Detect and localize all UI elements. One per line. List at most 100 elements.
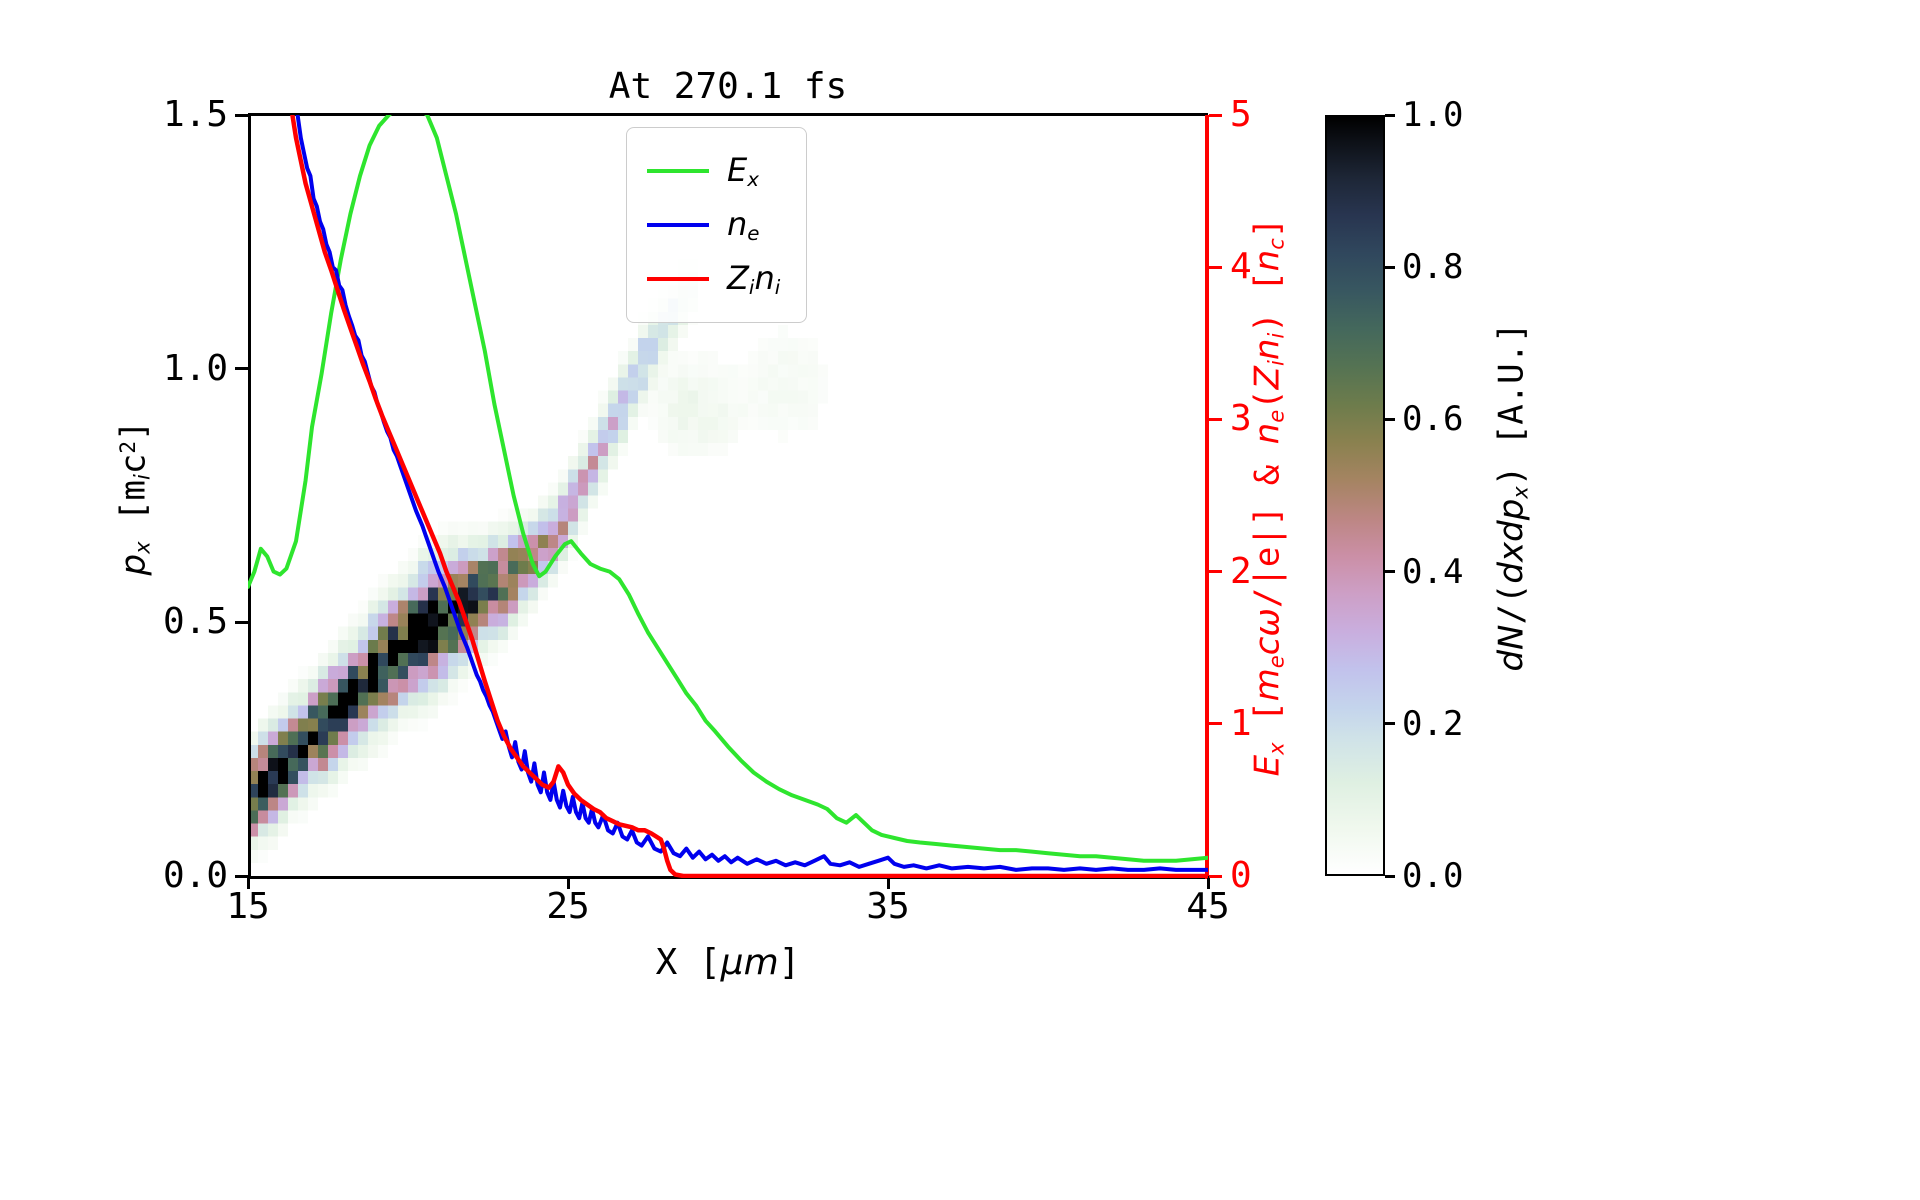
label-segment: n <box>1247 249 1288 272</box>
colorbar-tick-label: 0.2 <box>1402 703 1464 744</box>
label-segment: ] <box>778 942 801 983</box>
label-segment: m <box>113 480 154 501</box>
label-segment: n <box>727 205 748 244</box>
label-segment: dxdp <box>1491 498 1532 584</box>
label-segment: ) [ <box>1247 271 1288 333</box>
legend-label: Ex <box>727 151 759 191</box>
x-tick-label: 25 <box>546 886 590 927</box>
label-segment: i <box>1263 360 1289 367</box>
label-segment: E <box>1247 754 1288 777</box>
axis-spine-right <box>1205 115 1209 879</box>
label-segment: n <box>754 259 775 298</box>
label-segment: ω <box>1247 608 1288 637</box>
label-segment: ) [A.U.] <box>1491 322 1532 487</box>
label-segment: N <box>1491 624 1532 650</box>
legend-item-zini: Zini <box>647 252 780 306</box>
colorbar-tick-mark <box>1385 265 1395 269</box>
plot-title: At 270.1 fs <box>608 66 848 107</box>
y-right-tick-mark <box>1209 722 1222 726</box>
x-tick-label: 45 <box>1186 886 1230 927</box>
y-right-tick-mark <box>1209 265 1222 269</box>
legend-line-sample <box>647 168 709 174</box>
label-segment: Z <box>1247 366 1288 390</box>
label-segment: Z <box>727 259 749 298</box>
y-left-tick-mark <box>235 620 248 624</box>
label-segment: x <box>747 167 759 191</box>
label-segment: i <box>1263 332 1289 339</box>
y-left-tick-mark <box>235 113 248 117</box>
x-tick-mark <box>566 876 570 889</box>
label-segment: 2 <box>114 440 140 454</box>
y-right-tick-label: 0 <box>1230 855 1252 896</box>
label-segment: ( <box>1247 389 1288 410</box>
colorbar-tick-mark <box>1385 417 1395 421</box>
label-segment: X [ <box>655 942 721 983</box>
label-segment: x <box>129 541 155 554</box>
legend-line-sample <box>647 276 709 282</box>
y-right-tick-label: 2 <box>1230 550 1252 592</box>
label-segment: ] <box>1247 217 1288 239</box>
legend-label: ne <box>727 205 759 245</box>
y-right-tick-label: 4 <box>1230 246 1252 288</box>
label-segment: /( <box>1491 583 1532 625</box>
y-left-tick-label: 0.0 <box>162 855 228 896</box>
label-segment: x <box>1507 486 1533 499</box>
label-segment: i <box>774 275 781 299</box>
label-segment: n <box>1247 422 1288 445</box>
y-left-tick-label: 0.5 <box>162 601 228 643</box>
x-tick-mark <box>246 876 250 889</box>
y-left-tick-mark <box>235 874 248 878</box>
label-segment: p <box>113 553 154 576</box>
colorbar-tick-mark <box>1385 570 1395 574</box>
label-segment: [ <box>1247 701 1288 743</box>
label-segment: [ <box>113 500 154 542</box>
y-right-tick-mark <box>1209 874 1222 878</box>
y-right-tick-mark <box>1209 570 1222 574</box>
colorbar-tick-mark <box>1385 113 1395 117</box>
axis-spine-left <box>248 115 251 876</box>
label-segment: ] <box>113 420 154 441</box>
label-segment: d <box>1491 649 1532 672</box>
y-right-tick-label: 1 <box>1230 702 1252 744</box>
colorbar-tick-mark <box>1385 722 1395 726</box>
x-tick-label: 15 <box>226 886 270 927</box>
label-segment: e <box>747 221 760 245</box>
y-left-tick-label: 1.0 <box>162 347 228 389</box>
label-segment: i <box>129 474 155 481</box>
y-left-tick-mark <box>235 367 248 371</box>
label-segment: m <box>1247 668 1288 702</box>
x-tick-mark <box>1206 876 1210 889</box>
label-segment: /|e|] & <box>1247 444 1288 609</box>
axis-spine-bottom <box>248 876 1208 879</box>
y-right-axis-label: Ex [mecω/|e|] & ne(Zini) [nc] <box>1247 218 1288 777</box>
label-segment: c <box>1247 636 1288 656</box>
colorbar-tick-label: 0.8 <box>1402 247 1464 288</box>
y-right-tick-mark <box>1209 113 1222 117</box>
label-segment: n <box>1247 338 1288 361</box>
colorbar-tick-label: 0.6 <box>1402 399 1464 440</box>
legend-label: Zini <box>727 259 780 299</box>
label-segment: c <box>1263 238 1289 250</box>
x-tick-label: 35 <box>866 886 910 927</box>
label-segment: e <box>1263 409 1289 423</box>
y-left-tick-label: 1.5 <box>162 94 228 135</box>
y-left-axis-label: px [mic2] <box>113 420 154 575</box>
colorbar-tick-label: 0.4 <box>1402 551 1464 592</box>
y-right-tick-label: 5 <box>1230 94 1252 135</box>
label-segment: c <box>113 453 154 475</box>
legend-item-ne: ne <box>647 198 780 252</box>
label-segment: E <box>727 151 748 190</box>
legend-item-ex: Ex <box>647 144 780 198</box>
label-segment: e <box>1263 655 1289 669</box>
label-segment: x <box>1263 742 1289 755</box>
y-right-tick-label: 3 <box>1230 398 1252 440</box>
label-segment: μm <box>720 942 779 983</box>
colorbar-tick-mark <box>1385 874 1395 878</box>
colorbar-tick-label: 0.0 <box>1402 856 1464 896</box>
colorbar-label: dN/(dxdpx) [A.U.] <box>1491 322 1532 671</box>
y-right-tick-mark <box>1209 417 1222 421</box>
legend: Ex ne Zini <box>626 127 808 323</box>
x-tick-mark <box>886 876 890 889</box>
colorbar <box>1325 115 1385 876</box>
